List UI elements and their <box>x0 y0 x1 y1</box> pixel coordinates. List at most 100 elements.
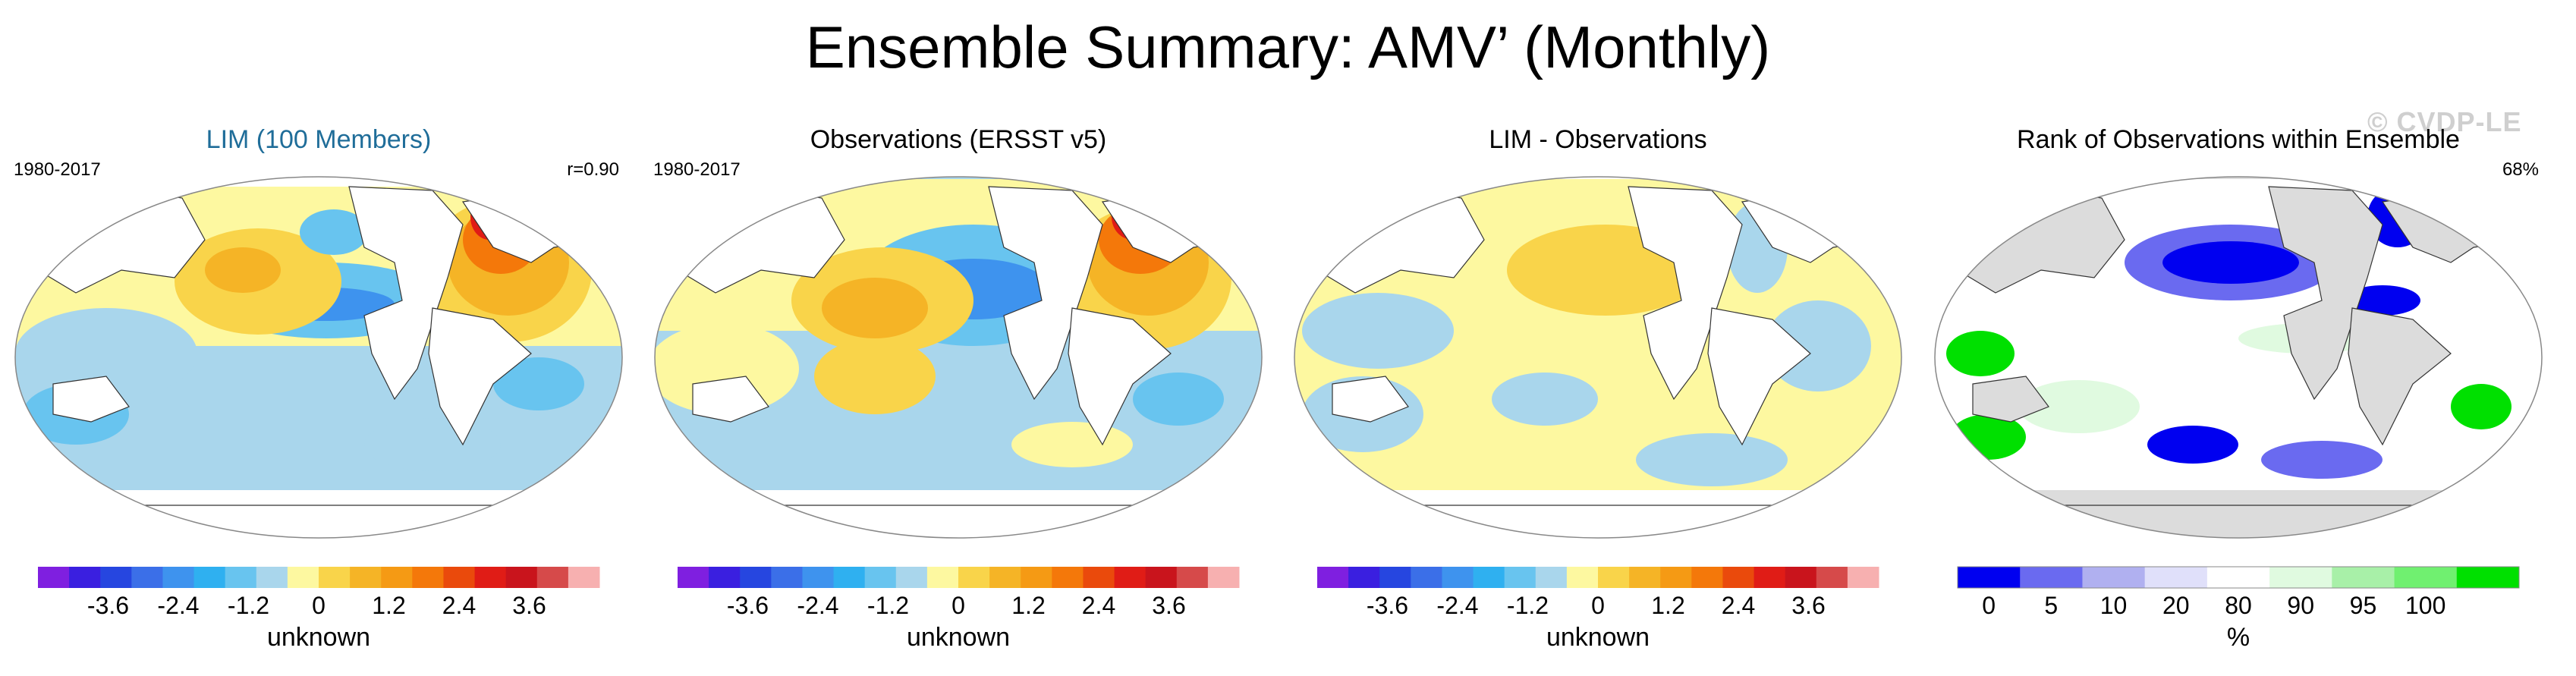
figure-title: Ensemble Summary: AMV’ (Monthly) <box>805 14 1771 80</box>
colorbar-swatch <box>100 567 132 588</box>
colorbar-tick-label: -3.6 <box>87 592 129 619</box>
colorbar-swatch <box>350 567 382 588</box>
colorbar-tick-label: -2.4 <box>157 592 199 619</box>
colorbar-tick-label: 1.2 <box>372 592 405 619</box>
colorbar-swatch <box>1348 567 1380 588</box>
map-observations <box>654 176 1263 539</box>
colorbar-swatch <box>1691 567 1723 588</box>
map-outline <box>1934 176 2543 539</box>
colorbar-tick-label: 20 <box>2162 592 2190 619</box>
map-outline <box>654 176 1263 539</box>
colorbar-tick-label: 0 <box>1591 592 1605 619</box>
colorbar-swatch <box>69 567 101 588</box>
colorbar-tick-label: 0 <box>1982 592 1996 619</box>
panel-lim: LIM (100 Members) 1980-2017 r=0.90 <box>8 114 630 675</box>
colorbar-swatch <box>1816 567 1848 588</box>
colorbar-tick-label: 0 <box>312 592 326 619</box>
colorbar-swatch <box>1504 567 1536 588</box>
anomaly-field <box>15 177 622 538</box>
period-label: 1980-2017 <box>14 159 101 180</box>
panel-title: Rank of Observations within Ensemble <box>2017 125 2460 154</box>
colorbar-swatch <box>1411 567 1442 588</box>
colorbar-tick-label: 3.6 <box>512 592 546 619</box>
colorbar: -3.6 -2.4 -1.2 0 1.2 2.4 3.6 <box>1317 567 1879 619</box>
colorbar-swatch <box>474 567 507 588</box>
colorbar-swatch <box>1629 567 1661 588</box>
colorbar-swatch <box>1598 567 1630 588</box>
colorbar-swatch <box>443 567 476 588</box>
colorbar-swatch <box>1754 567 1786 588</box>
colorbar-swatch <box>162 567 195 588</box>
colorbar-swatch <box>678 567 709 588</box>
colorbar-swatch <box>193 567 226 588</box>
colorbar-swatch <box>709 567 741 588</box>
period-label: 1980-2017 <box>653 159 741 180</box>
colorbar-tick-label: -2.4 <box>1436 592 1478 619</box>
colorbar-swatch <box>38 567 70 588</box>
colorbar-swatch <box>1317 567 1349 588</box>
colorbar-tick-label: 5 <box>2044 592 2058 619</box>
map-lim <box>14 176 623 539</box>
colorbar-tick-label: 2.4 <box>442 592 476 619</box>
colorbar-swatch <box>2456 567 2520 588</box>
colorbar-tick-label: 1.2 <box>1011 592 1045 619</box>
colorbar-swatch <box>1379 567 1411 588</box>
colorbar-swatch <box>1083 567 1115 588</box>
colorbar-tick-label: 2.4 <box>1082 592 1115 619</box>
colorbar-tick-label: -2.4 <box>797 592 838 619</box>
colorbar-swatch <box>2082 567 2146 588</box>
colorbar-swatch <box>802 567 835 588</box>
colorbar-label: unknown <box>906 623 1011 652</box>
colorbar-swatch <box>2269 567 2332 588</box>
colorbar-swatch <box>505 567 538 588</box>
colorbar-label: % <box>2226 623 2250 652</box>
colorbar-swatch <box>568 567 600 588</box>
panel-rank: Rank of Observations within Ensemble 68% <box>1927 114 2549 675</box>
panel-observations: Observations (ERSST v5) 1980-2017 <box>647 114 1269 675</box>
colorbar-swatch <box>1473 567 1505 588</box>
colorbar-swatch <box>1847 567 1879 588</box>
colorbar-swatch <box>2020 567 2083 588</box>
colorbar-label: unknown <box>1546 623 1650 652</box>
colorbar-swatch <box>2144 567 2208 588</box>
colorbar-swatch <box>2332 567 2395 588</box>
colorbar-swatch <box>225 567 257 588</box>
colorbar-swatch <box>319 567 351 588</box>
colorbar-swatch <box>1660 567 1692 588</box>
colorbar-swatch <box>895 567 928 588</box>
colorbar-tick-label: 1.2 <box>1651 592 1684 619</box>
colorbar-swatch <box>256 567 288 588</box>
colorbar-swatch <box>958 567 990 588</box>
colorbar-tick-label: -1.2 <box>228 592 269 619</box>
colorbar-tick-label: 10 <box>2100 592 2128 619</box>
colorbar-tick-label: 95 <box>2350 592 2377 619</box>
map-outline <box>1294 176 1902 539</box>
colorbar: -3.6 -2.4 -1.2 0 1.2 2.4 3.6 <box>678 567 1240 619</box>
colorbar-tick-label: -1.2 <box>1507 592 1549 619</box>
colorbar-swatch <box>833 567 866 588</box>
colorbar-tick-label: 90 <box>2287 592 2314 619</box>
colorbar-swatch <box>771 567 803 588</box>
colorbar-tick-label: 80 <box>2225 592 2252 619</box>
panel-title: LIM - Observations <box>1489 125 1707 154</box>
colorbar-swatch <box>287 567 319 588</box>
colorbar-swatch <box>536 567 569 588</box>
watermark: © CVDP-LE <box>2367 106 2522 137</box>
colorbar-swatch <box>1145 567 1178 588</box>
colorbar-swatch <box>412 567 444 588</box>
colorbar-frame <box>1957 566 2520 589</box>
colorbar-swatch <box>2394 567 2458 588</box>
colorbar-label: unknown <box>266 623 371 652</box>
colorbar-swatch <box>1176 567 1209 588</box>
colorbar-swatch <box>1566 567 1599 588</box>
panel-title: Observations (ERSST v5) <box>810 125 1107 154</box>
colorbar-tick-label: -3.6 <box>1367 592 1408 619</box>
colorbar-swatch <box>864 567 897 588</box>
colorbar-swatch <box>1722 567 1755 588</box>
colorbar-swatch <box>381 567 413 588</box>
map-difference <box>1294 176 1902 539</box>
correlation-label: r=0.90 <box>567 159 619 180</box>
colorbar-swatch <box>926 567 959 588</box>
colorbar-swatch <box>1535 567 1568 588</box>
colorbar-swatch <box>1021 567 1052 588</box>
